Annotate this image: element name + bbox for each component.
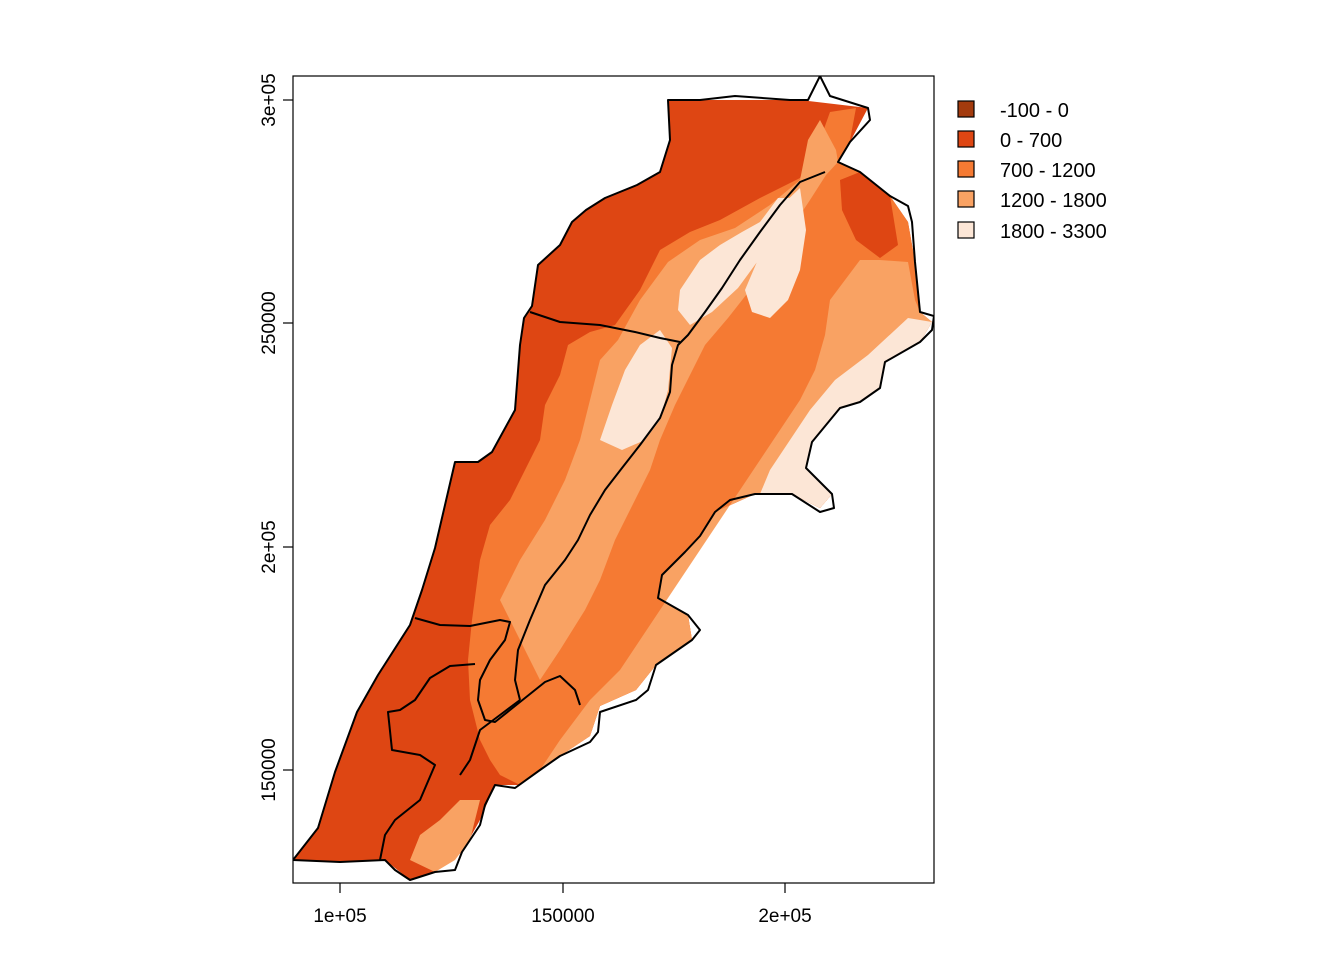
legend-item: 1200 - 1800 — [957, 190, 1107, 212]
district-line-south-mid — [414, 617, 581, 723]
district-line-south-west — [379, 663, 476, 861]
elevation-raster — [293, 100, 932, 880]
y-tick-label: 2e+05 — [259, 520, 280, 573]
country-outline — [293, 76, 934, 881]
legend-item: 0 - 700 — [957, 130, 1062, 152]
elevation-zone-1800-3300 — [600, 188, 932, 508]
legend-swatch — [957, 100, 975, 118]
district-line-valley-west — [514, 171, 826, 701]
legend-label: 0 - 700 — [1000, 130, 1062, 152]
legend: -100 - 0 0 - 700 700 - 1200 1200 - 1800 … — [957, 100, 1107, 243]
y-tick-label: 3e+05 — [259, 73, 280, 126]
legend-swatch — [957, 160, 975, 178]
x-tick-label: 2e+05 — [758, 906, 811, 927]
legend-item: 700 - 1200 — [957, 160, 1096, 182]
district-line-south-east — [459, 699, 521, 776]
elevation-zone-700-1200 — [468, 108, 932, 785]
legend-label: 1200 - 1800 — [1000, 190, 1107, 212]
y-tick-label: 250000 — [259, 291, 280, 354]
y-axis: 150000 2e+05 250000 3e+05 — [259, 73, 293, 802]
boundary-lines — [293, 76, 934, 881]
legend-swatch — [957, 221, 975, 239]
plot-frame — [292, 75, 935, 884]
x-tick-label: 150000 — [531, 906, 594, 927]
legend-swatch — [957, 190, 975, 208]
valley-lowland — [840, 172, 898, 258]
y-tick-label: 150000 — [259, 738, 280, 801]
x-axis: 1e+05 150000 2e+05 — [313, 883, 812, 927]
legend-label: 1800 - 3300 — [1000, 221, 1107, 243]
district-line-north — [529, 311, 681, 343]
x-tick-label: 1e+05 — [313, 906, 366, 927]
legend-label: -100 - 0 — [1000, 100, 1069, 122]
legend-item: 1800 - 3300 — [957, 221, 1107, 243]
legend-swatch — [957, 130, 975, 148]
legend-item: -100 - 0 — [957, 100, 1069, 122]
legend-label: 700 - 1200 — [1000, 160, 1096, 182]
